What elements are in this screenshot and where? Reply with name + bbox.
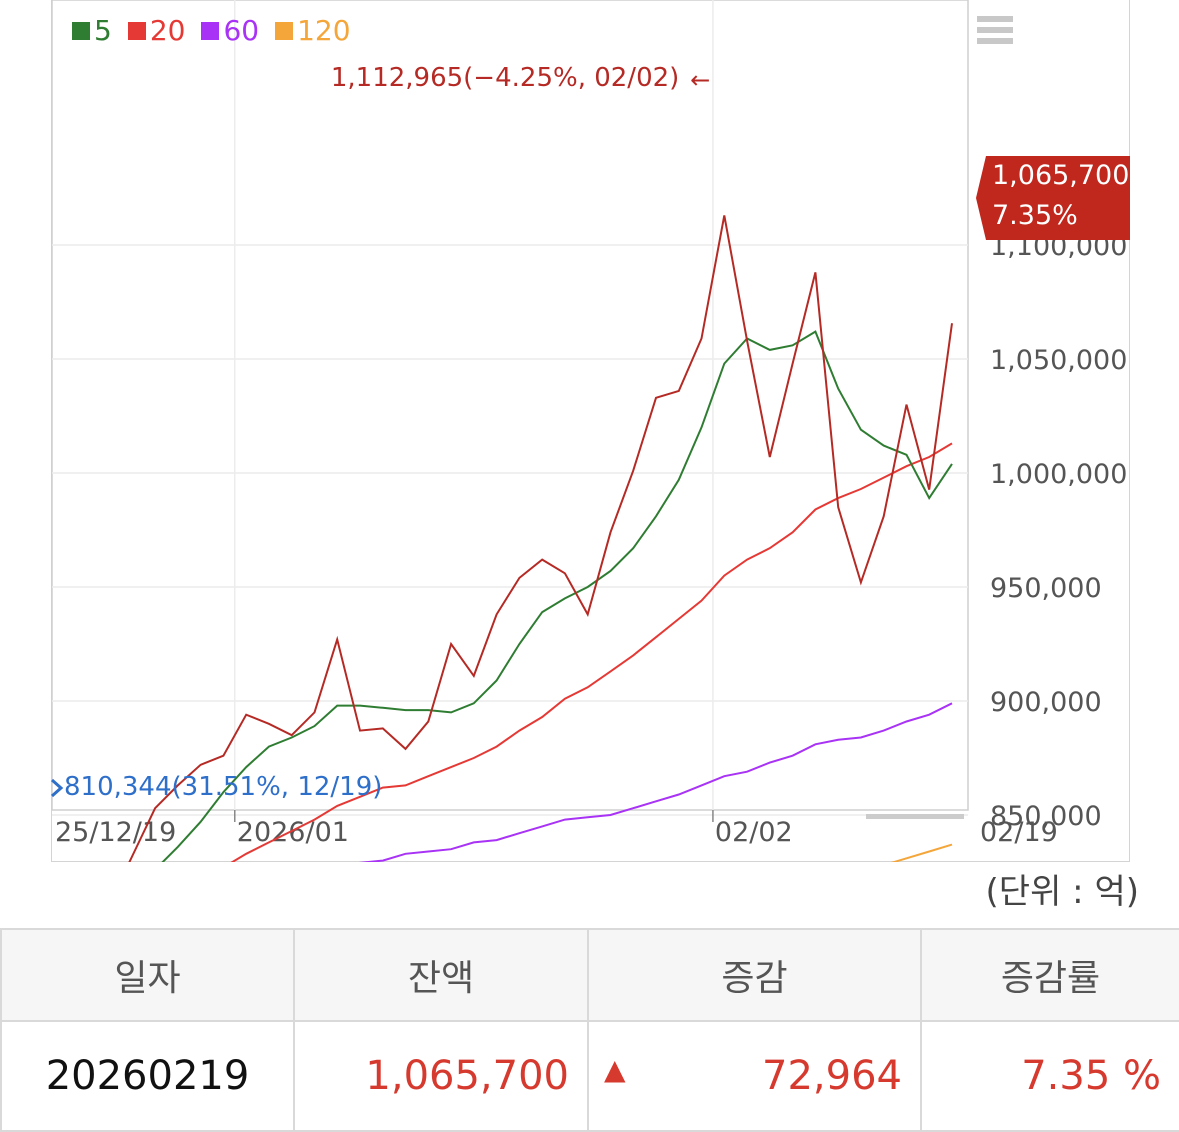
cell-date: 20260219 bbox=[0, 1020, 295, 1132]
header-balance: 잔액 bbox=[293, 928, 589, 1022]
x-tick-label: 25/12/19 bbox=[55, 817, 176, 848]
y-tick-label: 1,000,000 bbox=[990, 459, 1127, 490]
series-line-60 bbox=[358, 702, 953, 862]
legend-item-5[interactable]: 5 bbox=[72, 14, 112, 47]
legend-swatch bbox=[72, 21, 90, 40]
legend-label: 60 bbox=[223, 14, 260, 47]
legend-label: 5 bbox=[94, 14, 112, 47]
info-table: 일자 잔액 증감 증감률 20260219 1,065,700 ▲ 72,964… bbox=[0, 928, 1179, 1132]
chart-svg: 850,000 900,000 950,000 1,000,000 1,050,000 1… bbox=[51, 0, 1127, 862]
menu-bar bbox=[977, 38, 1013, 44]
legend-swatch bbox=[201, 21, 220, 40]
x-tick-label: 2026/01 bbox=[237, 817, 349, 848]
cell-rate: 7.35 % bbox=[920, 1020, 1179, 1132]
cell-change: ▲ 72,964 bbox=[587, 1020, 922, 1132]
legend-item-60[interactable]: 60 bbox=[201, 14, 259, 47]
header-change: 증감 bbox=[587, 928, 922, 1022]
series-line-잔액 bbox=[128, 215, 953, 862]
unit-label: (단위 : 억) bbox=[985, 872, 1139, 912]
menu-bar bbox=[977, 16, 1013, 22]
min-arrow-icon bbox=[51, 778, 64, 798]
x-tick-label: 02/02 bbox=[715, 817, 793, 848]
table-row: 20260219 1,065,700 ▲ 72,964 7.35 % bbox=[0, 1020, 1179, 1132]
up-arrow-icon: ▲ bbox=[604, 1053, 626, 1086]
max-arrow-icon: ← bbox=[690, 66, 710, 94]
scrollbar bbox=[866, 814, 964, 819]
series-line-120 bbox=[890, 843, 953, 862]
legend-item-20[interactable]: 20 bbox=[127, 14, 186, 47]
x-tick-label: 02/19 bbox=[980, 817, 1058, 848]
cell-change-value: 72,964 bbox=[762, 1053, 902, 1099]
current-price-pct: 7.35% bbox=[992, 200, 1078, 231]
series-line-20 bbox=[230, 442, 953, 862]
menu-bar bbox=[977, 27, 1013, 33]
cell-balance: 1,065,700 bbox=[293, 1020, 589, 1132]
current-price-value: 1,065,700 bbox=[992, 160, 1130, 191]
min-annotation: 810,344(31.51%, 12/19) bbox=[64, 772, 382, 802]
y-tick-label: 850,000 bbox=[990, 801, 1102, 832]
plot-area-border bbox=[51, 0, 969, 811]
header-date: 일자 bbox=[0, 928, 295, 1022]
menu-icon[interactable] bbox=[977, 16, 1013, 50]
series-line-5 bbox=[161, 330, 953, 862]
y-tick-label: 1,050,000 bbox=[990, 345, 1127, 376]
header-rate: 증감률 bbox=[920, 928, 1179, 1022]
legend-item-120[interactable]: 120 bbox=[275, 14, 351, 47]
table-header-row: 일자 잔액 증감 증감률 bbox=[0, 928, 1179, 1022]
legend-swatch bbox=[127, 21, 146, 40]
y-tick-label: 950,000 bbox=[990, 573, 1102, 604]
max-annotation: 1,112,965(−4.25%, 02/02) bbox=[331, 63, 679, 93]
legend-label: 20 bbox=[149, 14, 186, 47]
legend-label: 120 bbox=[297, 14, 351, 47]
y-tick-label: 900,000 bbox=[990, 687, 1102, 718]
legend-swatch bbox=[275, 21, 294, 40]
current-price-tag: 1,065,700 7.35% bbox=[976, 156, 1130, 240]
legend: 5 20 60 120 bbox=[72, 14, 351, 47]
